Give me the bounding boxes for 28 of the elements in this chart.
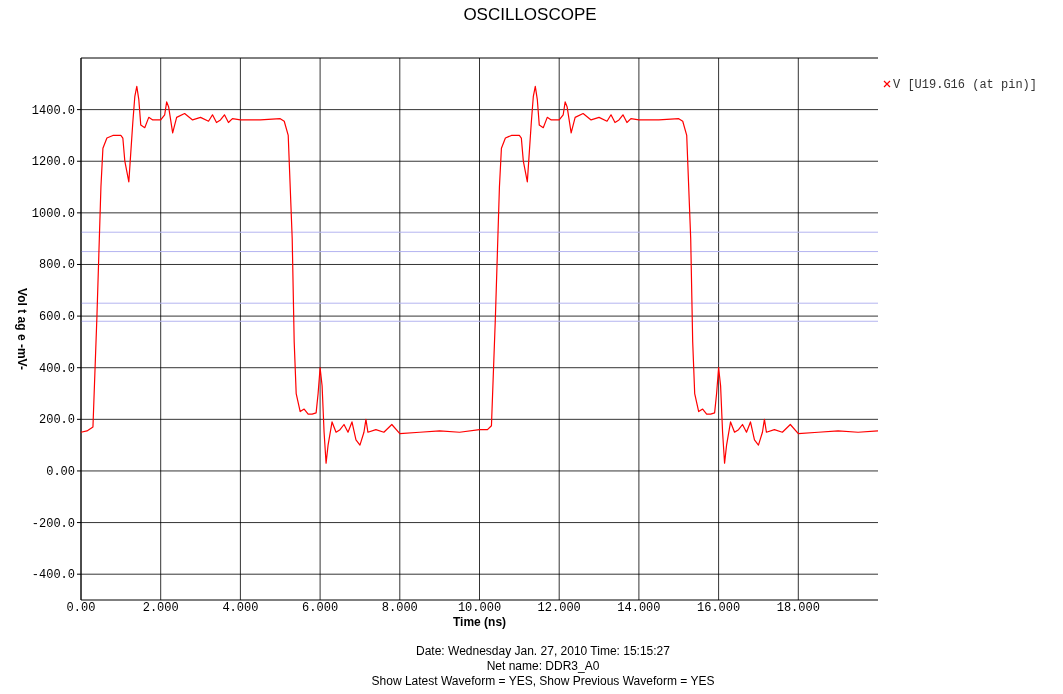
x-tick-label: 2.000 (142, 601, 179, 615)
y-axis-title: Vol t ag e -mV- (15, 288, 29, 370)
text: Net name: DDR3_A0 (486, 659, 600, 673)
text: Date: Wednesday Jan. 27, 2010 Time: 15:15:27 (416, 644, 671, 658)
y-tick-label: 0.00 (46, 464, 75, 479)
y-tick-label: 400.0 (38, 361, 75, 376)
y-tick-label: 200.0 (38, 413, 75, 428)
x-tick-label: 8.000 (381, 601, 418, 615)
y-tick-label: 1400.0 (31, 103, 75, 118)
y-tick-label: 800.0 (38, 258, 75, 273)
y-tick-label: -200.0 (31, 516, 75, 531)
x-tick-label: 0.00 (66, 601, 96, 615)
x-tick-label: 10.000 (457, 601, 502, 615)
x-tick-label: 6.000 (302, 601, 339, 615)
y-tick-label: 1200.0 (31, 155, 75, 170)
chart-title: OSCILLOSCOPE (463, 5, 597, 24)
y-tick-label: -400.0 (31, 568, 75, 583)
legend-label: V [U19.G16 (at pin)] (893, 78, 1038, 92)
y-tick-label: 1000.0 (31, 206, 75, 221)
text: Show Latest Waveform = YES, Show Previous Waveform = YES (371, 674, 715, 688)
x-tick-label: 4.000 (222, 601, 259, 615)
x-tick-label: 14.000 (617, 601, 661, 615)
x-tick-label: 18.000 (776, 601, 820, 615)
x-tick-label: 12.000 (537, 601, 581, 615)
line-series (80, 85, 879, 464)
x-tick-label: 16.000 (696, 601, 741, 615)
x-axis-title: Time (ns) (452, 615, 507, 629)
y-tick-label: 600.0 (38, 310, 75, 325)
